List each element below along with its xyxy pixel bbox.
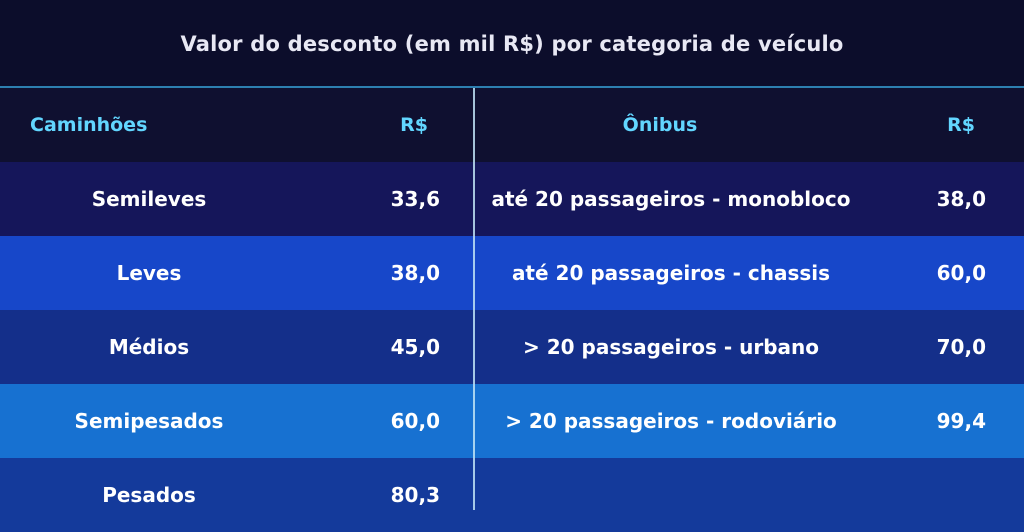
- bus-category: até 20 passageiros - monobloco: [491, 187, 851, 211]
- truck-value: 33,6: [390, 187, 440, 211]
- bus-category: > 20 passageiros - rodoviário: [505, 409, 837, 433]
- bus-value: [866, 458, 986, 532]
- bus-category: > 20 passageiros - urbano: [523, 335, 819, 359]
- truck-value: 38,0: [390, 261, 440, 285]
- truck-value: 60,0: [390, 409, 440, 433]
- table-row: Semipesados 60,0 > 20 passageiros - rodo…: [0, 384, 1024, 458]
- bus-category: [476, 458, 866, 532]
- bus-value: 60,0: [936, 261, 986, 285]
- discount-table: Caminhões R$ Ônibus R$ Semileves 33,6 at…: [0, 88, 1024, 532]
- truck-category: Semipesados: [74, 409, 224, 433]
- table-row: Leves 38,0 até 20 passageiros - chassis …: [0, 236, 1024, 310]
- table-row: Médios 45,0 > 20 passageiros - urbano 70…: [0, 310, 1024, 384]
- table-header-row: Caminhões R$ Ônibus R$: [0, 88, 1024, 162]
- truck-category: Semileves: [91, 187, 207, 211]
- column-divider: [473, 88, 475, 510]
- table-row: Pesados 80,3: [0, 458, 1024, 532]
- truck-value: 80,3: [390, 483, 440, 507]
- table-title: Valor do desconto (em mil R$) por catego…: [0, 0, 1024, 88]
- header-buses: Ônibus: [622, 114, 698, 136]
- bus-value: 38,0: [936, 187, 986, 211]
- bus-value: 70,0: [936, 335, 986, 359]
- bus-category: até 20 passageiros - chassis: [511, 261, 831, 285]
- header-bus-value: R$: [947, 114, 975, 136]
- truck-category: Pesados: [102, 483, 196, 507]
- table-row: Semileves 33,6 até 20 passageiros - mono…: [0, 162, 1024, 236]
- bus-value: 99,4: [936, 409, 986, 433]
- title-divider: [0, 86, 1024, 88]
- truck-value: 45,0: [390, 335, 440, 359]
- header-trucks: Caminhões: [30, 114, 148, 136]
- truck-category: Médios: [108, 335, 190, 359]
- header-truck-value: R$: [400, 114, 428, 136]
- truck-category: Leves: [116, 261, 182, 285]
